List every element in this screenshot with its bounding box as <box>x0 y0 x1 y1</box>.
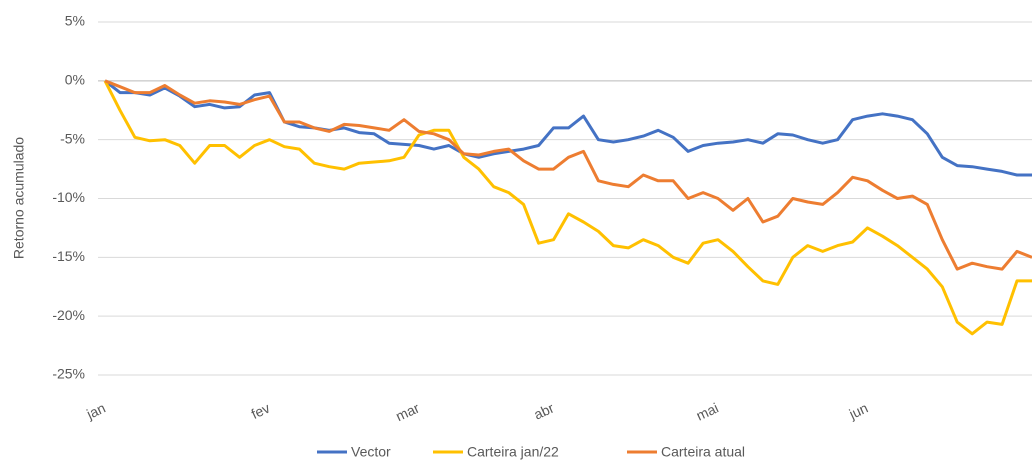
x-tick-label: fev <box>249 400 273 422</box>
y-tick-label: -25% <box>52 366 85 382</box>
y-tick-label: -15% <box>52 248 85 264</box>
x-tick-label: mai <box>694 400 721 424</box>
series-line <box>104 79 1032 271</box>
series-line <box>104 79 1032 177</box>
y-tick-label: -10% <box>52 189 85 205</box>
y-tick-label: -20% <box>52 307 85 323</box>
y-tick-label: -5% <box>60 130 85 146</box>
legend-label: Carteira atual <box>661 444 745 460</box>
series-line <box>103 80 1032 336</box>
legend-label: Vector <box>351 444 391 460</box>
y-tick-label: 5% <box>65 13 85 29</box>
x-tick-label: abr <box>531 399 556 422</box>
x-tick-label: jan <box>83 400 108 423</box>
y-axis-label: Retorno acumulado <box>11 137 27 259</box>
x-tick-label: jun <box>846 400 871 423</box>
x-tick-label: mar <box>393 399 422 424</box>
y-tick-label: 0% <box>65 72 85 88</box>
legend-label: Carteira jan/22 <box>467 444 559 460</box>
